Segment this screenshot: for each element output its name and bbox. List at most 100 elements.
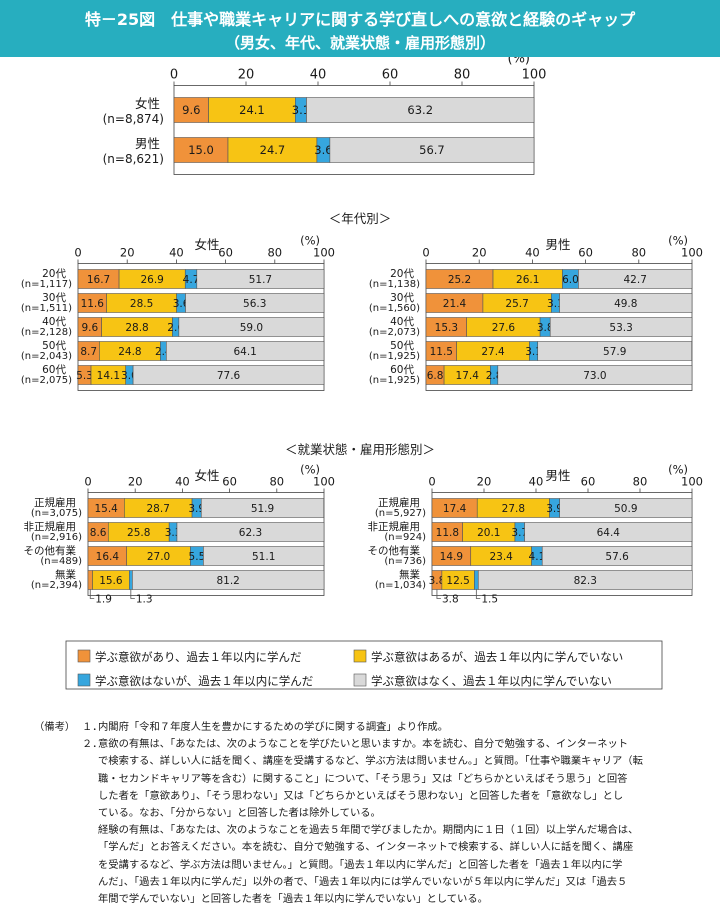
data-label: 53.3 <box>609 322 632 334</box>
data-label: 25.7 <box>505 298 528 310</box>
row-n-label: (n=8,621) <box>103 152 164 166</box>
row-label: 20代 <box>42 268 66 280</box>
tick-label: 80 <box>631 246 646 260</box>
data-label: 57.9 <box>603 346 626 358</box>
data-label: 24.1 <box>239 103 265 117</box>
data-label: 21.4 <box>443 298 467 310</box>
row-n-label: (n=1,511) <box>21 303 72 314</box>
data-label: 24.8 <box>118 346 141 358</box>
data-label: 27.0 <box>147 551 170 563</box>
data-label: 25.8 <box>127 527 150 539</box>
tick-label: 60 <box>382 68 399 83</box>
callout-label: 1.3 <box>136 594 153 606</box>
data-label: 63.2 <box>407 103 433 117</box>
bar-segment <box>173 97 209 123</box>
data-label: 64.4 <box>597 527 621 539</box>
bar-segment <box>477 570 693 590</box>
data-label: 16.7 <box>87 274 110 286</box>
data-label: 4.7 <box>183 274 200 286</box>
data-label: 5.5 <box>189 551 206 563</box>
data-label: 11.6 <box>81 298 105 310</box>
row-n-label: (n=1,117) <box>21 279 72 290</box>
data-label: 25.2 <box>448 274 471 286</box>
data-label: 56.3 <box>243 298 266 310</box>
data-label: 3.9 <box>188 503 205 515</box>
data-label: 51.1 <box>252 551 275 563</box>
tick-label: 60 <box>581 475 596 489</box>
bar-segment <box>196 269 325 289</box>
row-label: 20代 <box>390 268 414 280</box>
row-n-label: (n=1,138) <box>369 279 420 290</box>
notes-label: （備考） <box>34 721 76 733</box>
callout-label: 1.5 <box>481 594 498 606</box>
row-n-label: (n=2,394) <box>31 580 82 591</box>
note-2-line: ている。なお、「分からない」と回答した者は除外している。 <box>98 807 381 820</box>
data-label: 82.3 <box>574 575 597 587</box>
data-label: 28.8 <box>125 322 148 334</box>
plot-frame <box>431 492 693 596</box>
row-n-label: (n=924) <box>384 532 426 543</box>
data-label: 14.1 <box>97 370 120 382</box>
legend-swatch <box>353 649 367 663</box>
data-label: 49.8 <box>614 298 637 310</box>
bar-segment <box>200 498 325 518</box>
row-label: 50代 <box>42 340 66 352</box>
panel-title: 女性 <box>194 237 219 252</box>
data-label: 28.7 <box>147 503 170 515</box>
tick-label: 40 <box>525 246 540 260</box>
callout-line <box>89 589 95 599</box>
data-label: 15.6 <box>99 575 123 587</box>
bar-segment <box>524 522 693 542</box>
note-1-text: 内閣府「令和７年度人生を豊かにするための学びに関する調査」より作成。 <box>98 721 448 733</box>
data-label: 17.4 <box>456 370 480 382</box>
data-label: 17.4 <box>443 503 467 515</box>
note-2-line: 経験の有無は、「あなたは、次のようなことを過去５年間で学びましたか。期間内に１日… <box>98 824 639 837</box>
row-n-label: (n=2,043) <box>21 351 72 362</box>
section-title: ＜就業状態・雇用形態別＞ <box>285 442 435 457</box>
bar-segment <box>132 570 325 590</box>
bar-segment <box>559 498 693 518</box>
row-label: 30代 <box>390 292 414 304</box>
figure-title: 特－25図 仕事や職業キャリアに関する学び直しへの意欲と経験のギャップ <box>84 10 636 29</box>
bar-segment <box>497 365 693 385</box>
bar-segment <box>173 137 229 163</box>
row-n-label: (n=8,874) <box>103 112 164 126</box>
row-label: 女性 <box>135 96 160 111</box>
data-label: 16.4 <box>96 551 120 563</box>
row-label: 正規雇用 <box>34 496 76 509</box>
tick-label: 100 <box>313 475 335 489</box>
data-label: 15.4 <box>94 503 118 515</box>
tick-label: 20 <box>472 246 487 260</box>
data-label: 26.1 <box>516 274 539 286</box>
row-label: 非正規雇用 <box>368 520 421 533</box>
data-label: 4.1 <box>529 551 546 563</box>
figure-subtitle: （男女、年代、就業状態・雇用形態別） <box>224 34 495 52</box>
tick-label: 60 <box>578 246 593 260</box>
row-label: 無業 <box>55 568 76 581</box>
data-label: 3.6 <box>314 143 332 157</box>
legend-swatch <box>77 673 91 687</box>
tick-label: 0 <box>74 246 81 260</box>
bar-segment <box>185 293 325 313</box>
data-label: 9.6 <box>182 103 200 117</box>
tick-label: 100 <box>522 68 547 83</box>
legend-label: 学ぶ意欲はなく、過去１年以内に学んでいない <box>371 674 612 688</box>
tick-label: 0 <box>84 475 91 489</box>
tick-label: 0 <box>428 475 435 489</box>
row-n-label: (n=2,128) <box>21 327 72 338</box>
note-2-number: ２． <box>82 738 103 751</box>
axis-unit-label: (%) <box>300 463 320 477</box>
data-label: 15.0 <box>188 143 214 157</box>
data-label: 11.8 <box>436 527 459 539</box>
data-label: 3.8 <box>429 575 446 587</box>
callout-line <box>130 589 135 599</box>
data-label: 6.8 <box>427 370 444 382</box>
row-label: 無業 <box>399 568 420 581</box>
row-label: 40代 <box>390 316 414 328</box>
note-2-line: 「学んだ」とお答えください。本を読む、自分で勉強する、インターネットで検索する、… <box>98 841 634 854</box>
axis-unit-label: (%) <box>508 57 531 67</box>
data-label: 6.0 <box>562 274 579 286</box>
tick-label: 80 <box>454 68 471 83</box>
tick-label: 40 <box>529 475 544 489</box>
bar-segment <box>203 546 325 566</box>
